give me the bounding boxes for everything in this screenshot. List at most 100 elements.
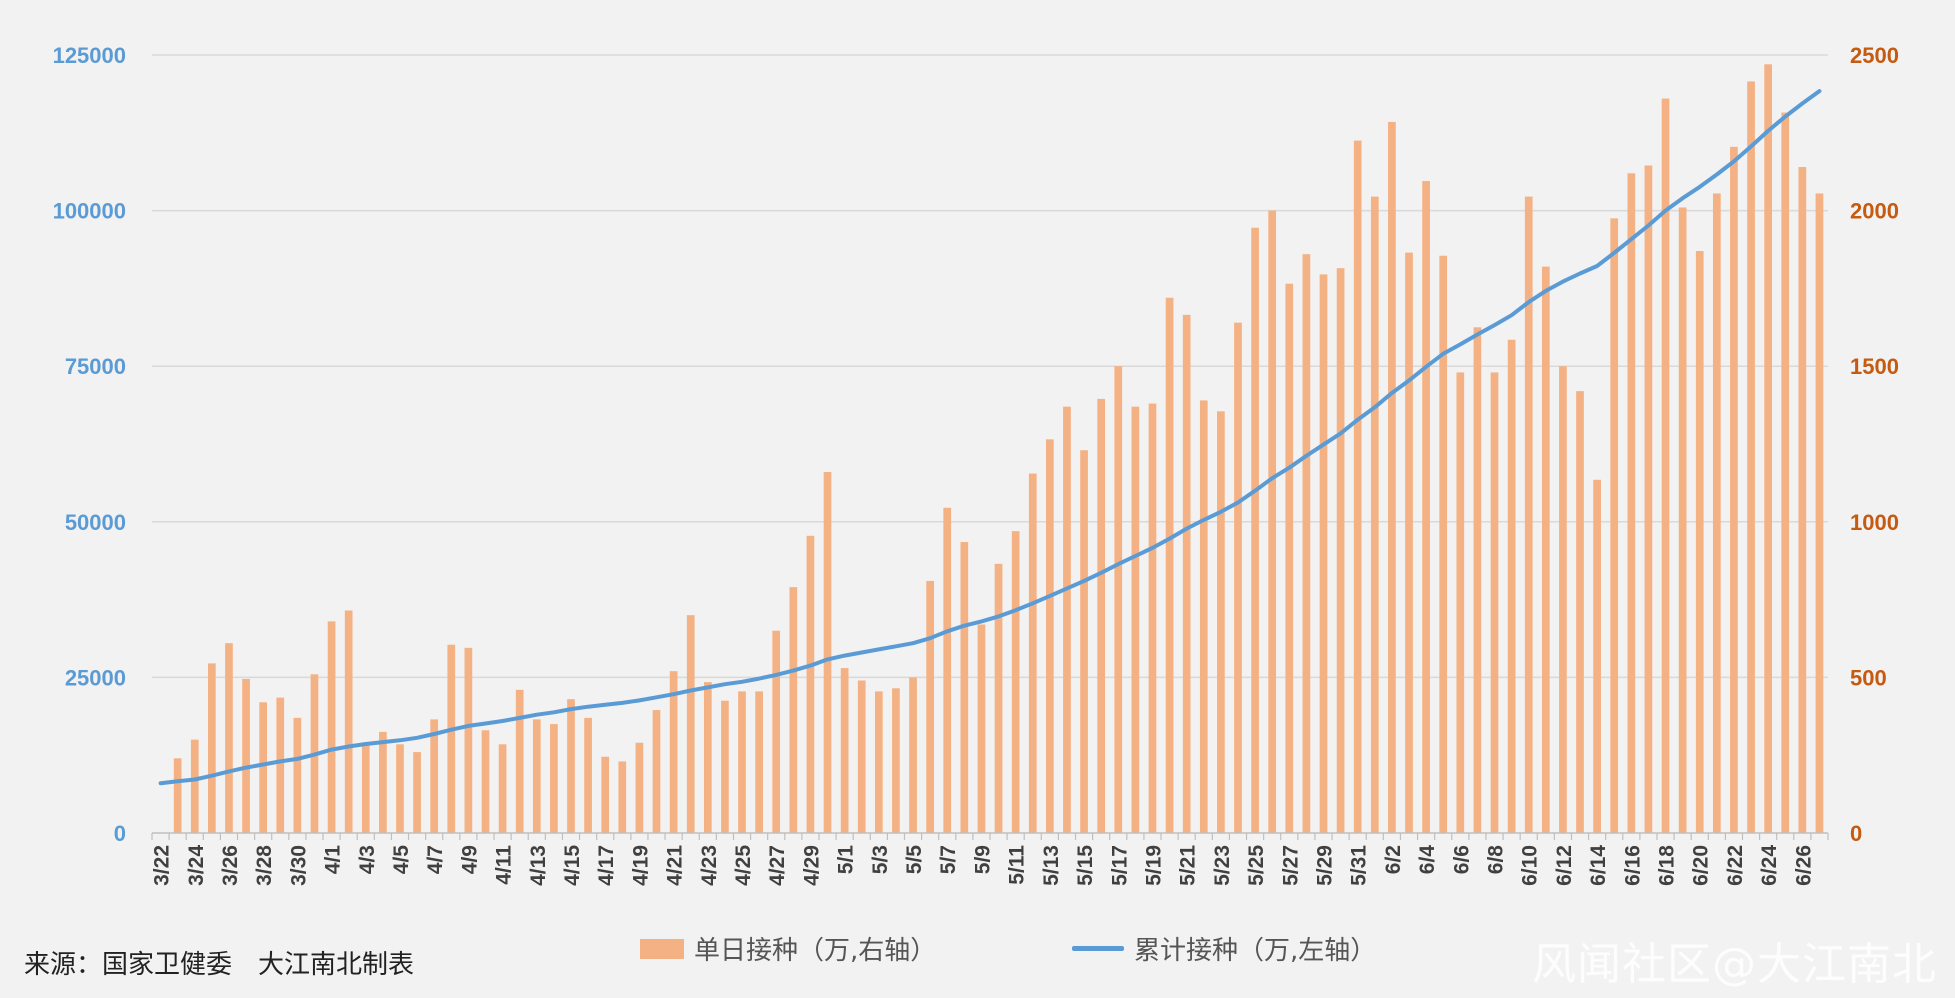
x-axis-tick-label: 5/19 <box>1142 845 1165 886</box>
bar <box>1234 322 1242 833</box>
bar <box>755 691 763 833</box>
x-axis-tick-label: 4/25 <box>732 845 755 886</box>
x-axis-tick-label: 6/10 <box>1519 845 1542 886</box>
bar <box>1148 403 1157 833</box>
bar <box>1097 398 1106 833</box>
right-axis-tick-label: 1500 <box>1850 354 1899 379</box>
bar <box>1063 406 1071 833</box>
bar <box>1644 165 1653 833</box>
x-axis-tick-label: 5/1 <box>835 845 858 875</box>
x-axis-tick-label: 5/3 <box>869 845 892 874</box>
bar <box>909 677 917 833</box>
bar <box>1028 473 1037 833</box>
legend-bar-swatch <box>640 938 684 959</box>
bar <box>892 688 900 833</box>
x-axis-tick-label: 4/13 <box>527 845 550 886</box>
bar <box>943 507 952 833</box>
x-axis-tick-label: 4/29 <box>800 845 823 886</box>
legend-item-cumulative: 累计接种（万,左轴） <box>1072 930 1376 967</box>
bar <box>652 710 661 833</box>
bar <box>772 630 781 833</box>
x-axis-tick-label: 4/19 <box>629 845 652 886</box>
x-axis-tick-label: 5/7 <box>937 845 960 874</box>
bar <box>1576 391 1584 833</box>
x-axis-tick-label: 4/9 <box>458 845 481 874</box>
bar <box>1593 479 1601 833</box>
bar <box>1422 181 1430 833</box>
bar <box>1302 254 1311 834</box>
bar <box>1405 252 1413 833</box>
bar <box>1268 210 1277 834</box>
x-axis-tick-label: 6/2 <box>1382 845 1405 874</box>
bar <box>1712 193 1721 833</box>
bar <box>738 691 746 833</box>
bar <box>1747 81 1755 833</box>
bar <box>1627 173 1636 834</box>
bar <box>926 580 934 833</box>
bar <box>1815 193 1824 833</box>
left-axis-tick-label: 50000 <box>65 510 126 535</box>
bar <box>1285 283 1294 833</box>
bar <box>977 624 986 833</box>
bar <box>960 542 969 833</box>
bar <box>567 699 575 833</box>
daily-bars <box>173 64 1824 834</box>
cumulative-line <box>158 89 1822 786</box>
x-axis-tick-label: 5/15 <box>1074 845 1097 886</box>
bar <box>1319 274 1328 833</box>
bar <box>584 717 592 833</box>
left-axis-tick-label: 75000 <box>65 354 126 379</box>
x-axis-tick-labels: 3/22 3/24 3/26 3/28 3/30 4/1 4/3 4/5 4/7 4/9 4/11 4… <box>151 845 1816 886</box>
bar <box>1695 251 1704 833</box>
x-axis-tick-label: 5/17 <box>1108 845 1131 886</box>
x-axis-tick-label: 5/5 <box>903 845 926 875</box>
x-axis-tick-label: 5/13 <box>1040 845 1063 886</box>
bar <box>1764 64 1772 833</box>
left-axis-ticks: 0 25000 50000 75000 100000 125000 <box>53 43 126 846</box>
x-axis-tick-label: 5/31 <box>1348 845 1371 886</box>
right-axis-tick-label: 0 <box>1850 821 1862 846</box>
right-axis-tick-label: 2000 <box>1850 199 1899 224</box>
bar <box>1251 227 1259 833</box>
bar <box>396 744 404 833</box>
x-axis-tick-label: 6/22 <box>1724 845 1747 886</box>
bar <box>327 621 336 833</box>
bar <box>1798 167 1807 834</box>
x-axis-tick-label: 4/15 <box>561 845 584 886</box>
x-axis-tick-label: 3/22 <box>151 845 174 886</box>
left-axis-tick-label: 0 <box>114 821 126 846</box>
x-axis-tick-label: 5/29 <box>1313 845 1336 886</box>
x-axis-tick-label: 3/30 <box>287 845 310 886</box>
bar <box>259 702 268 833</box>
bar <box>1781 112 1790 833</box>
bar <box>1541 266 1550 834</box>
bar <box>190 739 199 833</box>
bar <box>379 731 387 833</box>
left-axis-tick-label: 125000 <box>53 43 126 68</box>
bar <box>1559 366 1567 833</box>
bar <box>225 643 233 833</box>
x-axis-tick-label: 4/21 <box>664 845 687 886</box>
bar <box>635 742 644 833</box>
bar <box>361 744 370 833</box>
x-axis-tick-label: 6/14 <box>1587 845 1610 886</box>
bar <box>686 615 695 833</box>
bar <box>430 719 439 833</box>
x-axis-tick-label: 4/5 <box>390 845 413 875</box>
x-axis-tick-label: 6/16 <box>1621 845 1644 886</box>
bar <box>208 663 216 833</box>
bar <box>413 752 421 833</box>
bar <box>1114 366 1123 833</box>
bar <box>840 668 849 833</box>
bar <box>344 610 353 833</box>
x-axis-tick-label: 4/27 <box>766 845 789 886</box>
x-axis-tick-label: 4/1 <box>322 845 345 875</box>
bar <box>550 724 558 833</box>
bar <box>447 644 456 833</box>
bar <box>1353 140 1362 833</box>
bar <box>823 472 832 833</box>
bar <box>703 682 712 833</box>
legend-item-daily: 单日接种（万,右轴） <box>640 930 936 967</box>
bar <box>874 691 883 833</box>
